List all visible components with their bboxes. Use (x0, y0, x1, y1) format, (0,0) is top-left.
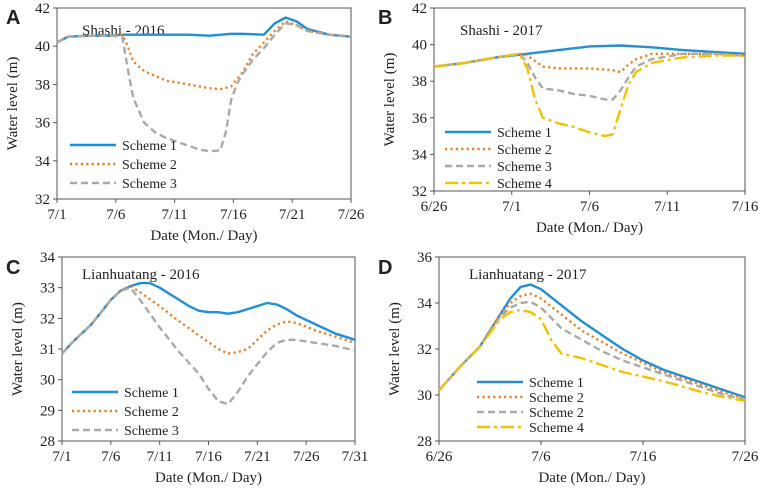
y-tick-label: 40 (35, 39, 50, 55)
x-tick-label: 7/1 (52, 449, 71, 465)
legend-label: Scheme 4 (529, 421, 584, 436)
series-line-3 (433, 52, 746, 101)
x-tick-label: 7/26 (293, 449, 320, 465)
panel-title: Lianhuatang - 2017 (469, 267, 587, 283)
y-tick-label: 42 (35, 1, 50, 17)
legend-label: Scheme 3 (124, 424, 179, 439)
y-tick-label: 36 (412, 111, 428, 127)
x-tick-label: 7/16 (195, 449, 222, 465)
series-line-3 (438, 300, 746, 401)
y-tick-label: 38 (35, 77, 50, 93)
x-tick-label: 7/1 (502, 199, 521, 215)
y-tick-label: 34 (40, 250, 56, 266)
panel-letter: A (6, 7, 20, 29)
y-tick-label: 32 (412, 184, 427, 200)
x-tick-label: 7/11 (654, 199, 680, 215)
x-tick-label: 7/31 (342, 449, 369, 465)
legend: Scheme 1 Scheme 2 Scheme 3 (70, 139, 177, 192)
y-tick-label: 30 (417, 388, 432, 404)
x-tick-label: 7/6 (101, 449, 121, 465)
legend-label: Scheme 1 (122, 139, 177, 154)
x-tick-label: 7/6 (531, 449, 551, 465)
x-tick-label: 7/26 (732, 449, 759, 465)
chart-panel-b: B Shashi - 2017 32 34 36 38 40 42 6/26 7/1 7/6 7/11… (378, 1, 759, 236)
y-axis-title: Water level (m) (382, 53, 398, 147)
x-tick-label: 7/21 (279, 207, 306, 223)
y-axis-title: Water level (m) (10, 302, 26, 396)
y-tick-label: 33 (40, 281, 55, 297)
x-tick-label: 7/6 (106, 207, 126, 223)
panel-title: Shashi - 2017 (460, 23, 543, 39)
y-tick-label: 36 (417, 250, 433, 266)
legend: Scheme 1 Scheme 2 Scheme 3 Scheme 4 (445, 126, 552, 192)
x-tick-label: 7/11 (147, 449, 173, 465)
series-line-3 (61, 286, 356, 406)
panel-letter: D (378, 257, 392, 279)
plot-frame (56, 7, 352, 200)
x-tick-label: 7/16 (630, 449, 657, 465)
y-tick-label: 28 (417, 434, 432, 450)
legend-label: Scheme 2 (497, 143, 552, 158)
y-tick-label: 31 (40, 342, 55, 358)
x-tick-label: 7/1 (47, 207, 66, 223)
y-tick-label: 40 (412, 38, 427, 54)
plot-frame (438, 256, 746, 442)
plot-frame (61, 256, 356, 442)
series-line-1 (433, 44, 746, 68)
x-tick-label: 7/26 (338, 207, 365, 223)
x-tick-label: 7/16 (220, 207, 247, 223)
y-tick-label: 34 (35, 154, 51, 170)
series-line-2 (61, 284, 356, 355)
legend-label: Scheme 2 (122, 158, 177, 173)
y-tick-label: 38 (412, 74, 427, 90)
legend-label: Scheme 2 (529, 391, 584, 406)
series-line-3 (56, 22, 352, 153)
y-tick-label: 32 (40, 311, 55, 327)
y-tick-label: 34 (417, 296, 433, 312)
legend-label: Scheme 2 (124, 405, 179, 420)
legend: Scheme 1 Scheme 2 Scheme 3 (72, 386, 179, 439)
series-line-1 (56, 16, 352, 44)
legend-label: Scheme 1 (124, 386, 179, 401)
panel-letter: B (378, 7, 392, 29)
legend-label: Scheme 1 (497, 126, 552, 141)
series-line-4 (438, 308, 746, 402)
x-axis-title: Date (Mon./ Day) (536, 220, 643, 236)
y-tick-label: 30 (40, 373, 55, 389)
x-tick-label: 7/21 (244, 449, 271, 465)
y-axis-title: Water level (m) (5, 57, 21, 151)
y-tick-label: 32 (35, 192, 50, 208)
x-tick-label: 6/26 (421, 199, 448, 215)
y-axis-title: Water level (m) (387, 302, 403, 396)
series-line-4 (433, 52, 745, 138)
legend-label: Scheme 1 (529, 376, 584, 391)
series-line-2 (433, 52, 746, 74)
x-tick-label: 6/26 (426, 449, 453, 465)
y-tick-label: 36 (35, 116, 51, 132)
chart-panel-d: D Lianhuatang - 2017 28 30 32 34 36 6/26 7/6 7/16… (378, 250, 759, 486)
y-tick-label: 29 (40, 403, 55, 419)
panel-letter: C (6, 257, 20, 279)
x-axis-title: Date (Mon./ Day) (150, 228, 257, 244)
x-tick-label: 7/16 (732, 199, 759, 215)
y-tick-label: 28 (40, 434, 55, 450)
legend-label: Scheme 2 (529, 406, 584, 421)
chart-panel-c: C Lianhuatang - 2016 28 29 30 31 32 33 34 7/1 7/6 7… (6, 250, 368, 486)
y-tick-label: 32 (417, 342, 432, 358)
x-axis-title: Date (Mon./ Day) (155, 470, 262, 486)
y-tick-label: 42 (412, 1, 427, 17)
x-tick-label: 7/11 (162, 207, 188, 223)
legend-label: Scheme 3 (497, 160, 552, 175)
legend-label: Scheme 3 (122, 177, 177, 192)
x-tick-label: 7/6 (580, 199, 600, 215)
legend-label: Scheme 4 (497, 177, 552, 192)
x-axis-title: Date (Mon./ Day) (538, 470, 645, 486)
panel-title: Lianhuatang - 2016 (82, 267, 200, 283)
y-tick-label: 34 (412, 147, 428, 163)
